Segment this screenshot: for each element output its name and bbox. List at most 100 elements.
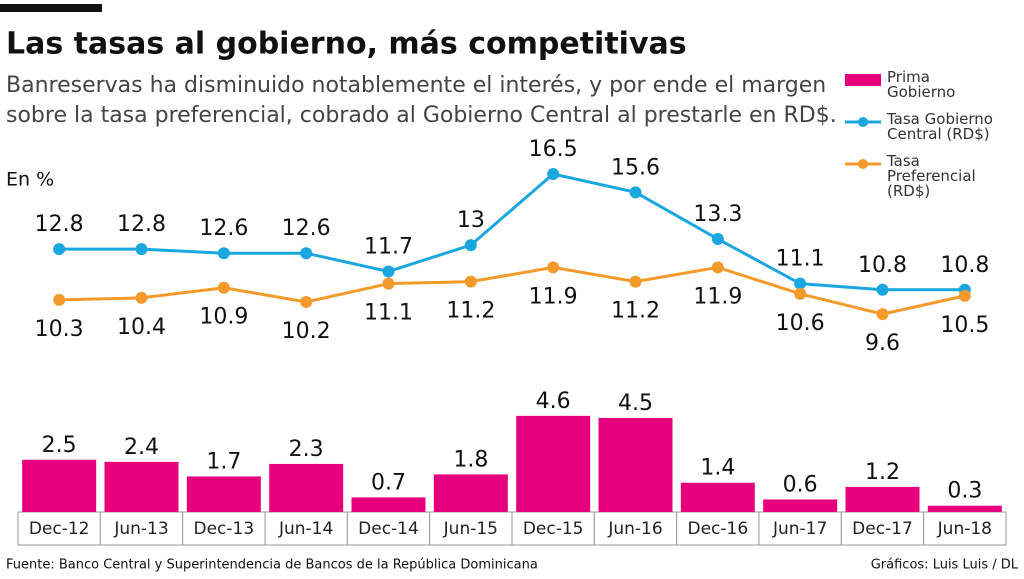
bar: [351, 497, 426, 512]
point: [794, 277, 807, 290]
point: [53, 243, 66, 256]
data-label: 10.8: [858, 253, 907, 278]
point: [464, 275, 477, 288]
x-tick-label: Dec-13: [193, 519, 254, 539]
legend-swatch: [858, 159, 868, 169]
point: [135, 291, 148, 304]
source: Fuente: Banco Central y Superintendencia…: [6, 558, 538, 573]
legend-label: Tasa Gobierno Central (RD$): [887, 110, 993, 143]
x-tick-label: Jun-18: [937, 519, 992, 539]
point: [794, 287, 807, 300]
point: [53, 293, 66, 306]
point: [217, 247, 230, 260]
data-label: 13.3: [693, 202, 742, 227]
legend: Prima Gobierno Tasa Gobierno Central (RD$…: [845, 70, 1020, 211]
x-tick-label: Dec-15: [523, 519, 584, 539]
point: [547, 168, 560, 181]
unit-label: En %: [6, 169, 54, 191]
data-label: 10.6: [776, 311, 825, 336]
data-label: 15.6: [611, 155, 660, 180]
data-label: 11.2: [446, 299, 495, 324]
data-label: 2.4: [124, 435, 159, 460]
category-cell: [17, 511, 101, 546]
data-label: 0.3: [947, 479, 982, 504]
data-label: 10.3: [35, 317, 84, 342]
category-cell: [346, 511, 431, 546]
x-tick-label: Jun-16: [607, 519, 662, 539]
x-tick-label: Dec-14: [358, 519, 419, 539]
point: [300, 247, 313, 260]
data-label: 11.9: [529, 284, 578, 309]
data-label: 9.6: [865, 331, 900, 356]
point: [876, 308, 889, 321]
legend-swatch: [845, 159, 881, 169]
point: [711, 261, 724, 274]
x-tick-label: Dec-12: [29, 519, 90, 539]
data-label: 0.7: [371, 470, 406, 495]
legend-item: Tasa Preferencial (RD$): [845, 154, 1020, 199]
legend-item: Tasa Gobierno Central (RD$): [845, 112, 1020, 142]
x-tick-label: Jun-17: [772, 519, 827, 539]
legend-swatch: [845, 117, 881, 127]
legend-swatch: [858, 117, 868, 127]
data-label: 10.9: [199, 305, 248, 330]
point: [958, 289, 971, 302]
data-label: 13: [457, 208, 485, 233]
data-label: 1.8: [453, 447, 488, 472]
bar: [927, 505, 1002, 512]
bar: [104, 461, 179, 512]
bar: [516, 415, 591, 512]
data-label: 10.8: [940, 253, 989, 278]
data-label: 11.1: [364, 301, 413, 326]
bar: [22, 459, 97, 512]
category-cell: [758, 511, 842, 546]
data-label: 0.6: [783, 472, 818, 497]
category-cell: [511, 511, 595, 546]
bar: [763, 499, 838, 512]
bar: [598, 417, 673, 512]
data-label: 10.4: [117, 315, 166, 340]
data-label: 16.5: [529, 137, 578, 162]
data-label: 2.3: [289, 437, 324, 462]
x-tick-label: Jun-14: [278, 519, 333, 539]
decor-bar: [0, 4, 102, 12]
point: [876, 283, 889, 296]
category-cell: [676, 511, 760, 546]
point: [629, 275, 642, 288]
category-cell: [99, 511, 184, 546]
legend-swatch: [845, 74, 881, 86]
data-label: 1.2: [865, 460, 900, 485]
bar: [269, 463, 344, 512]
bar: [680, 482, 755, 512]
category-cell: [840, 511, 925, 546]
point: [547, 261, 560, 274]
point: [711, 233, 724, 246]
data-label: 1.4: [700, 456, 735, 481]
bar: [845, 486, 920, 512]
credit: Gráficos: Luis Luis / DL: [871, 558, 1019, 573]
chart-title: Las tasas al gobierno, más competitivas: [6, 27, 687, 62]
data-label: 12.6: [282, 216, 331, 241]
data-label: 10.5: [940, 313, 989, 338]
legend-item: Prima Gobierno: [845, 70, 1020, 100]
subtitle: sobre la tasa preferencial, cobrado al G…: [6, 103, 837, 128]
point: [382, 277, 395, 290]
data-label: 11.2: [611, 299, 660, 324]
data-label: 11.1: [776, 247, 825, 272]
category-cell: [264, 511, 348, 546]
x-tick-label: Dec-17: [852, 519, 913, 539]
category-cell: [429, 511, 513, 546]
subtitle: Banreservas ha disminuido notablemente e…: [6, 73, 826, 98]
bar: [433, 474, 508, 512]
data-label: 11.7: [364, 234, 413, 259]
data-label: 12.8: [117, 212, 166, 237]
legend-swatch: [845, 74, 881, 86]
bar: [186, 476, 261, 512]
data-label: 10.2: [282, 319, 331, 344]
data-label: 1.7: [206, 449, 241, 474]
data-label: 12.8: [35, 212, 84, 237]
data-label: 11.9: [693, 284, 742, 309]
point: [382, 265, 395, 278]
